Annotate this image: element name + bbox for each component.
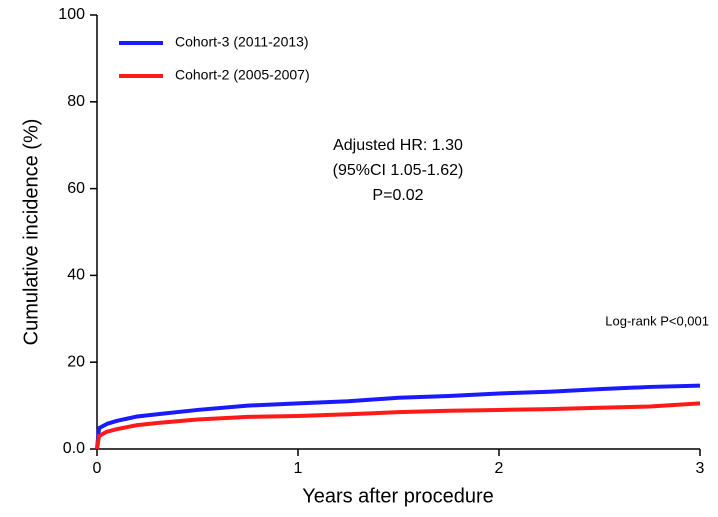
annotation: (95%CI 1.05-1.62) (333, 162, 464, 179)
y-tick-label: 20 (67, 353, 85, 370)
annotation: Adjusted HR: 1.30 (333, 137, 463, 154)
x-tick-label: 2 (495, 460, 504, 477)
y-tick-label: 80 (67, 93, 85, 110)
x-tick-label: 3 (696, 460, 705, 477)
legend-label: Cohort-3 (2011-2013) (175, 34, 309, 50)
line-series (95, 401, 701, 450)
y-axis-title: Cumulative incidence (%) (20, 119, 42, 346)
line-series (95, 383, 701, 450)
y-tick-label: 0.0 (63, 440, 85, 457)
y-tick-label: 40 (67, 267, 85, 284)
legend-label: Cohort-2 (2005-2007) (175, 67, 310, 83)
y-tick-label: 100 (58, 6, 85, 23)
x-tick-label: 0 (93, 460, 102, 477)
x-axis-title: Years after procedure (302, 485, 494, 507)
y-tick-label: 60 (67, 180, 85, 197)
annotation: P=0.02 (372, 187, 423, 204)
annotation: Log-rank P<0,001 (605, 313, 709, 328)
x-tick-label: 1 (294, 460, 303, 477)
